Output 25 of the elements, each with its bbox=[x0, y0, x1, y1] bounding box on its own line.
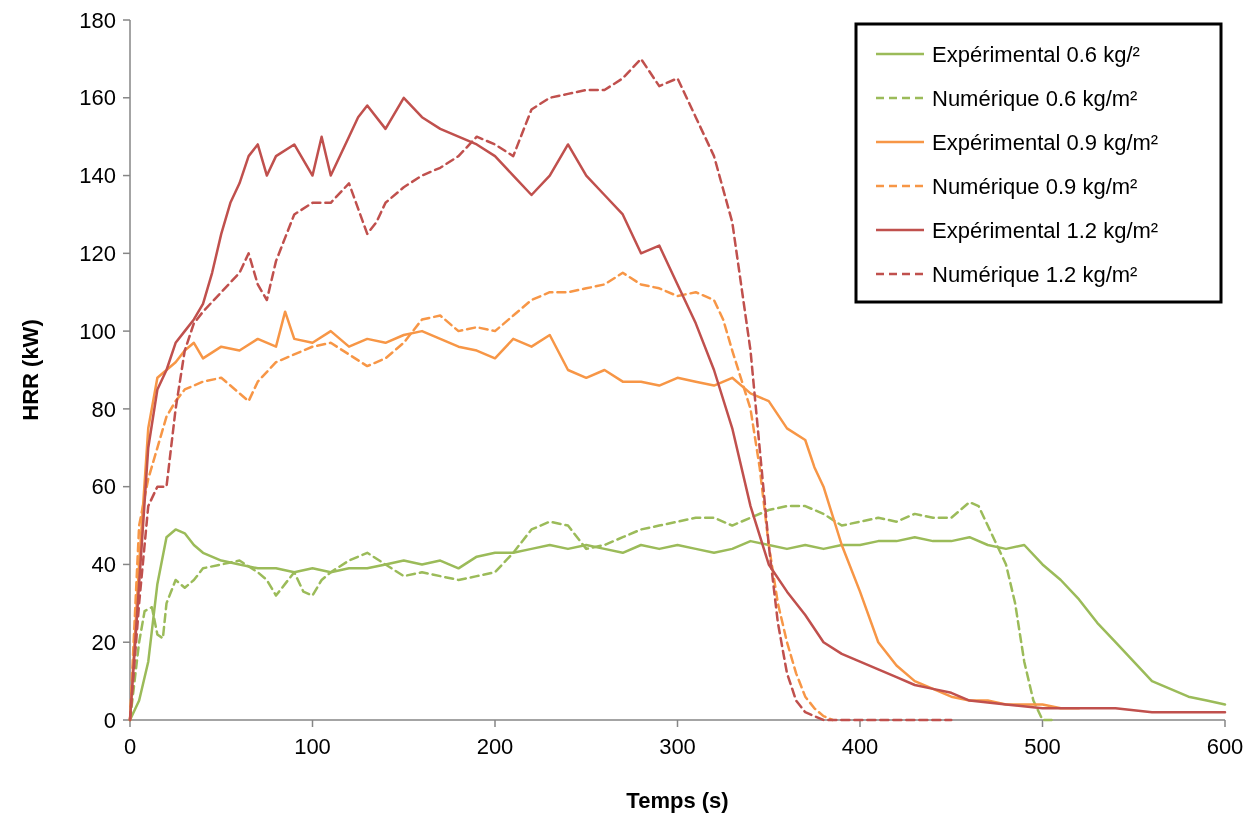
legend-label: Numérique 1.2 kg/m² bbox=[932, 261, 1138, 287]
y-tick-label: 120 bbox=[79, 241, 116, 267]
y-tick-label: 40 bbox=[91, 552, 116, 578]
x-tick-label: 200 bbox=[476, 734, 514, 759]
legend-label: Expérimental 0.6 kg/² bbox=[932, 41, 1140, 67]
y-tick-label: 160 bbox=[79, 85, 116, 111]
x-tick-label: 300 bbox=[659, 734, 696, 759]
x-tick-label: 0 bbox=[123, 734, 137, 759]
legend-label: Expérimental 0.9 kg/m² bbox=[932, 129, 1159, 155]
x-tick-label: 400 bbox=[841, 734, 879, 759]
y-tick-label: 20 bbox=[91, 629, 116, 655]
x-tick-label: 100 bbox=[294, 734, 331, 759]
y-axis-title: HRR (kW) bbox=[18, 319, 43, 421]
x-axis-title: Temps (s) bbox=[626, 788, 729, 813]
legend-label: Numérique 0.9 kg/m² bbox=[932, 173, 1138, 199]
x-tick-label: 500 bbox=[1024, 734, 1061, 759]
y-tick-label: 140 bbox=[79, 163, 116, 189]
legend-label: Expérimental 1.2 kg/m² bbox=[932, 217, 1159, 243]
y-tick-label: 0 bbox=[103, 707, 116, 733]
y-tick-label: 80 bbox=[91, 396, 116, 422]
y-tick-label: 100 bbox=[79, 318, 116, 344]
legend-label: Numérique 0.6 kg/m² bbox=[932, 85, 1138, 111]
x-tick-label: 600 bbox=[1206, 734, 1244, 759]
y-tick-label: 60 bbox=[91, 474, 116, 500]
y-tick-label: 180 bbox=[79, 7, 116, 33]
